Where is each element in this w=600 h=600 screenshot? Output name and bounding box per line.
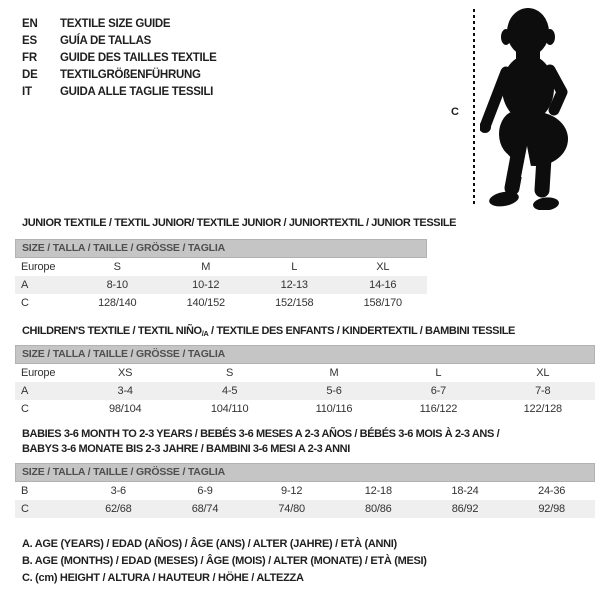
table-row: Europe S M L XL	[15, 258, 427, 276]
table-cell: 158/170	[363, 297, 403, 309]
children-title-subscript: /A	[201, 329, 209, 338]
toddler-silhouette-icon	[480, 8, 568, 210]
size-header-bar: SIZE / TALLA / TAILLE / GRÖSSE / TAGLIA	[15, 345, 595, 364]
language-list: EN TEXTILE SIZE GUIDE ES GUÍA DE TALLAS …	[22, 16, 217, 101]
table-cell: 9-12	[281, 485, 303, 497]
table-cell: 12-13	[280, 279, 308, 291]
height-measure-label: C	[451, 106, 459, 118]
junior-size-table: SIZE / TALLA / TAILLE / GRÖSSE / TAGLIA …	[15, 239, 427, 312]
children-table-rows: Europe XS S M L XL A 3-4 4-5 5-6 6-7 7-8 C 98/104 104/…	[15, 364, 595, 418]
table-cell: 62/68	[105, 503, 132, 515]
children-title-pre: CHILDREN'S TEXTILE / TEXTIL NIÑO	[22, 325, 202, 337]
table-cell: S	[226, 367, 234, 379]
table-row: A 8-10 10-12 12-13 14-16	[15, 276, 427, 294]
language-code: IT	[22, 86, 32, 98]
table-cell: 18-24	[451, 485, 479, 497]
language-label: TEXTILGRÖßENFÜHRUNG	[60, 69, 201, 81]
table-cell: 80/86	[365, 503, 392, 515]
table-cell: 3-6	[110, 485, 127, 497]
table-cell: 14-16	[369, 279, 397, 291]
language-code: ES	[22, 35, 37, 47]
table-cell: L	[435, 367, 442, 379]
babies-title-line1: BABIES 3-6 MONTH TO 2-3 YEARS / BEBÉS 3-…	[22, 428, 500, 440]
table-row: A 3-4 4-5 5-6 6-7 7-8	[15, 382, 595, 400]
table-row: B 3-6 6-9 9-12 12-18 18-24 24-36	[15, 482, 595, 500]
language-row: EN TEXTILE SIZE GUIDE	[22, 16, 217, 33]
table-cell: 4-5	[221, 385, 238, 397]
language-label: GUIDA ALLE TAGLIE TESSILI	[60, 86, 214, 98]
row-label: A	[21, 385, 29, 397]
legend-note-b: B. AGE (MONTHS) / EDAD (MESES) / ÂGE (MO…	[22, 555, 427, 567]
row-label: C	[21, 297, 29, 309]
language-label: GUÍA DE TALLAS	[60, 35, 151, 47]
table-cell: 152/158	[275, 297, 314, 309]
row-label: A	[21, 279, 29, 291]
table-row: C 98/104 104/110 110/116 116/122 122/128	[15, 400, 595, 418]
table-cell: 10-12	[192, 279, 220, 291]
table-cell: 24-36	[538, 485, 566, 497]
size-header-bar: SIZE / TALLA / TAILLE / GRÖSSE / TAGLIA	[15, 463, 595, 482]
table-cell: 92/98	[538, 503, 565, 515]
table-cell: 6-9	[197, 485, 213, 497]
children-title-post: / TEXTILE DES ENFANTS / KINDERTEXTIL / B…	[208, 325, 515, 337]
table-cell: 128/140	[98, 297, 137, 309]
babies-table-title: BABIES 3-6 MONTH TO 2-3 YEARS / BEBÉS 3-…	[22, 427, 500, 457]
table-cell: 74/80	[278, 503, 305, 515]
legend-note-c: C. (cm) HEIGHT / ALTURA / HAUTEUR / HÖHE…	[22, 572, 304, 584]
table-cell: XL	[536, 367, 550, 379]
language-code: FR	[22, 52, 37, 64]
table-cell: L	[291, 261, 298, 273]
table-row: C 62/68 68/74 74/80 80/86 86/92 92/98	[15, 500, 595, 518]
table-cell: 116/122	[419, 403, 458, 415]
language-label: GUIDE DES TAILLES TEXTILE	[60, 52, 217, 64]
row-label: Europe	[21, 261, 56, 273]
language-code: EN	[22, 18, 38, 30]
table-cell: XS	[118, 367, 133, 379]
size-header-bar: SIZE / TALLA / TAILLE / GRÖSSE / TAGLIA	[15, 239, 427, 258]
table-cell: 7-8	[535, 385, 551, 397]
language-code: DE	[22, 69, 38, 81]
table-cell: 122/128	[523, 403, 563, 415]
children-size-table: SIZE / TALLA / TAILLE / GRÖSSE / TAGLIA …	[15, 345, 595, 418]
legend-notes: A. AGE (YEARS) / EDAD (AÑOS) / ÂGE (ANS)…	[22, 536, 427, 587]
junior-table-title: JUNIOR TEXTILE / TEXTIL JUNIOR/ TEXTILE …	[22, 217, 457, 229]
table-cell: M	[329, 367, 339, 379]
babies-table-rows: B 3-6 6-9 9-12 12-18 18-24 24-36 C 62/68 68/74 74/…	[15, 482, 595, 518]
table-cell: 104/110	[210, 403, 249, 415]
table-cell: 6-7	[430, 385, 447, 397]
table-cell: S	[113, 261, 121, 273]
table-cell: 12-18	[364, 485, 392, 497]
table-cell: 8-10	[106, 279, 128, 291]
babies-title-line2: BABYS 3-6 MONATE BIS 2-3 JAHRE / BAMBINI…	[22, 443, 350, 455]
table-row: C 128/140 140/152 152/158 158/170	[15, 294, 427, 312]
junior-table-rows: Europe S M L XL A 8-10 10-12 12-13 14-16 C 128/140 1…	[15, 258, 427, 312]
table-cell: 3-4	[117, 385, 134, 397]
language-row: ES GUÍA DE TALLAS	[22, 33, 217, 50]
height-measure-dashed-line	[473, 9, 475, 207]
babies-size-table: SIZE / TALLA / TAILLE / GRÖSSE / TAGLIA …	[15, 463, 595, 518]
row-label: C	[21, 503, 29, 515]
children-table-title: CHILDREN'S TEXTILE / TEXTIL NIÑO/A / TEX…	[22, 324, 515, 341]
row-label: B	[21, 485, 29, 497]
language-label: TEXTILE SIZE GUIDE	[60, 18, 171, 30]
table-cell: 98/104	[108, 403, 142, 415]
table-row: Europe XS S M L XL	[15, 364, 595, 382]
table-cell: 110/116	[315, 403, 353, 415]
language-row: FR GUIDE DES TAILLES TEXTILE	[22, 50, 217, 67]
table-cell: 5-6	[326, 385, 342, 397]
table-cell: 140/152	[186, 297, 226, 309]
table-cell: XL	[376, 261, 390, 273]
row-label: C	[21, 403, 29, 415]
row-label: Europe	[21, 367, 56, 379]
table-cell: 68/74	[191, 503, 219, 515]
language-row: DE TEXTILGRÖßENFÜHRUNG	[22, 67, 217, 84]
table-cell: M	[201, 261, 211, 273]
legend-note-a: A. AGE (YEARS) / EDAD (AÑOS) / ÂGE (ANS)…	[22, 538, 397, 550]
table-cell: 86/92	[451, 503, 479, 515]
language-row: IT GUIDA ALLE TAGLIE TESSILI	[22, 84, 217, 101]
